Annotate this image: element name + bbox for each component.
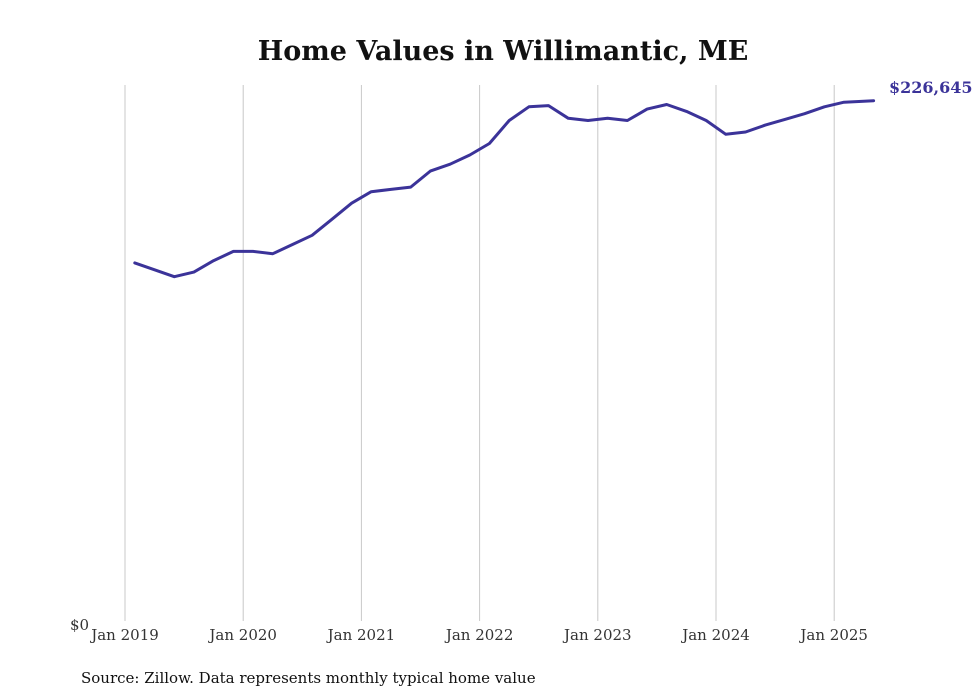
x-tick-label-6: Jan 2025 [798,626,868,644]
grid-lines [124,85,835,621]
end-value-label: $226,645 [889,78,973,97]
x-tick-label-1: Jan 2020 [207,626,277,644]
y-axis-zero-label: $0 [70,616,89,634]
chart-title: Home Values in Willimantic, ME [258,36,749,67]
home-value-line [133,99,876,279]
x-tick-label-5: Jan 2024 [680,626,750,644]
source-note: Source: Zillow. Data represents monthly … [81,669,536,687]
x-tick-label-3: Jan 2022 [444,626,514,644]
x-axis-ticks: Jan 2019 Jan 2020 Jan 2021 Jan 2022 Jan 2023… [89,626,868,644]
x-tick-label-0: Jan 2019 [89,626,159,644]
x-tick-label-2: Jan 2021 [326,626,396,644]
x-tick-label-4: Jan 2023 [562,626,632,644]
